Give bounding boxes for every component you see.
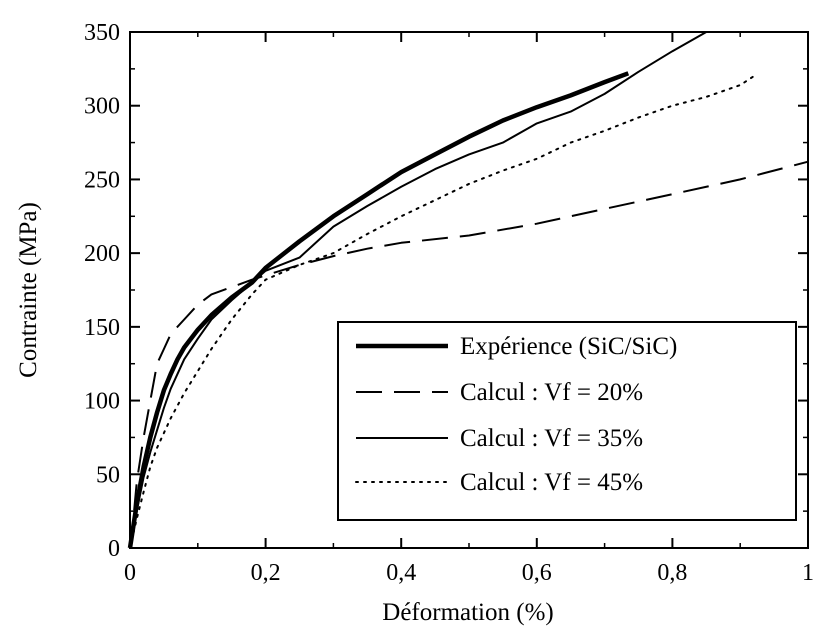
y-tick-label: 150: [84, 315, 120, 341]
y-tick-label: 0: [108, 536, 120, 562]
y-axis-ticks: 0 50 100 150 200 250 300 350: [84, 20, 808, 562]
x-tick-label: 0,2: [251, 560, 281, 586]
legend-label-2: Calcul : Vf = 20%: [460, 379, 643, 406]
series-layer: [127, 31, 809, 549]
y-tick-label: 300: [84, 94, 120, 120]
x-tick-label: 0,6: [522, 560, 552, 586]
y-tick-label: 100: [84, 389, 120, 415]
y-tick-label: 250: [84, 167, 120, 193]
plot-frame: [129, 31, 809, 549]
x-tick-label: 0,8: [657, 560, 687, 586]
x-tick-label: 1: [802, 560, 814, 586]
legend: Expérience (SiC/SiC) Calcul : Vf = 20% Cal…: [337, 321, 797, 521]
series-line-1: [127, 71, 630, 549]
y-tick-label: 350: [84, 20, 120, 46]
legend-label-3: Calcul : Vf = 35%: [460, 425, 643, 452]
legend-label-1: Expérience (SiC/SiC): [460, 333, 677, 360]
series-line-4: [129, 75, 755, 549]
x-axis-label: Déformation (%): [382, 599, 553, 626]
x-tick-label: 0,4: [386, 560, 416, 586]
legend-label-4: Calcul : Vf = 45%: [460, 469, 643, 496]
legend-box: [337, 321, 797, 521]
series-line-2: [129, 160, 809, 549]
x-tick-label: 0: [124, 560, 136, 586]
y-axis-label: Contrainte (MPa): [15, 202, 42, 378]
series-line-3: [129, 31, 707, 549]
y-tick-label: 200: [84, 241, 120, 267]
y-tick-label: 50: [96, 462, 120, 488]
